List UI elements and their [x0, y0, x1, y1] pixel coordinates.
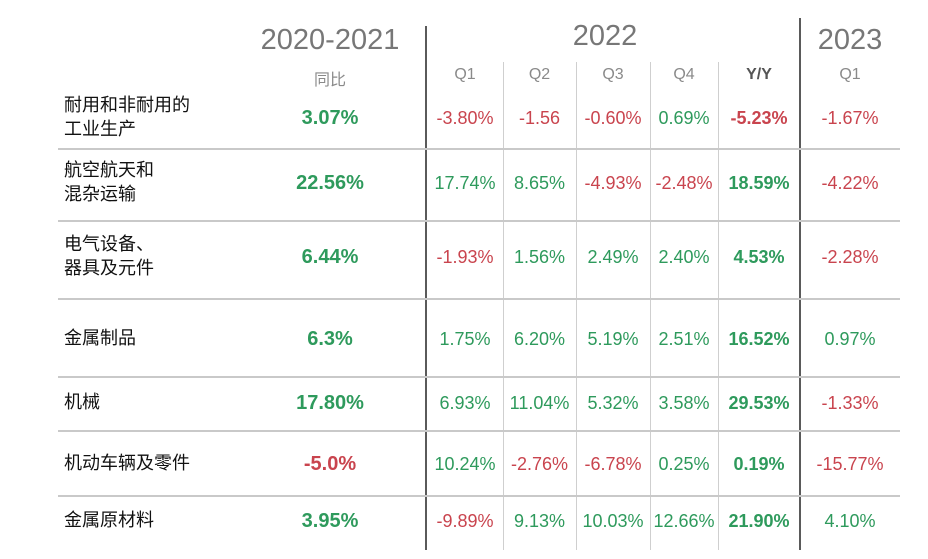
row-label-line1: 电气设备、 — [64, 234, 154, 255]
cell-yy: 0.19% — [733, 454, 785, 474]
row-divider — [58, 430, 900, 432]
cell-q2: 11.04% — [509, 393, 570, 413]
header-2023: 2023 — [817, 24, 883, 56]
cell-q3: 10.03% — [582, 511, 644, 531]
cell-q1: 10.24% — [434, 454, 496, 474]
cell-q3: -4.93% — [584, 173, 642, 193]
cell-yy: -5.23% — [730, 108, 788, 128]
header-q1-2023: Q1 — [839, 66, 861, 83]
cell-q1-2023: 0.97% — [824, 329, 876, 349]
cell-q1-2023: -1.67% — [821, 108, 879, 128]
cell-q2: 9.13% — [513, 511, 566, 531]
cell-q4: 2.40% — [658, 247, 710, 267]
divider-q4-yy — [718, 62, 719, 550]
cell-q4: 0.69% — [658, 108, 710, 128]
cell-q1-2023: -4.22% — [821, 173, 879, 193]
cell-q4: 12.66% — [653, 511, 715, 531]
cell-q3: 5.19% — [587, 329, 639, 349]
cell-q2: 6.20% — [513, 329, 566, 349]
cell-q1: -1.93% — [436, 247, 494, 267]
row-label-line1: 耐用和非耐用的 — [64, 95, 190, 116]
cell-q1-2023: 4.10% — [824, 511, 876, 531]
cell-q4: 0.25% — [658, 454, 710, 474]
row-label: 机动车辆及零件 — [64, 452, 254, 476]
row-divider — [58, 495, 900, 497]
cell-q4: 3.58% — [658, 393, 710, 413]
cell-q1: 17.74% — [434, 173, 496, 193]
row-label: 机械 — [64, 391, 254, 415]
row-label-line1: 金属原材料 — [64, 510, 154, 531]
divider-q1-q2 — [503, 62, 504, 550]
cell-yy: 29.53% — [728, 393, 790, 413]
row-label-line2: 工业生产 — [64, 119, 136, 140]
row-divider — [58, 148, 900, 150]
row-divider — [58, 298, 900, 300]
cell-q1: -9.89% — [436, 511, 494, 531]
cell-yy: 4.53% — [733, 247, 785, 267]
row-label: 耐用和非耐用的 工业生产 — [64, 94, 254, 142]
cell-q2: 1.56% — [513, 247, 566, 267]
row-label: 电气设备、器具及元件 — [64, 233, 254, 281]
cell-q2: 8.65% — [513, 173, 566, 193]
cell-q1-2023: -1.33% — [821, 393, 879, 413]
cell-q4: 2.51% — [658, 329, 710, 349]
header-q2: Q2 — [528, 66, 551, 83]
row-label: 航空航天和 混杂运输 — [64, 159, 254, 207]
cell-q2: -2.76% — [510, 454, 569, 474]
cell-yy: 18.59% — [728, 173, 790, 193]
cell-yoy-2020-2021: 6.3% — [307, 328, 353, 350]
cell-yy: 21.90% — [728, 511, 790, 531]
divider-2022-right — [799, 18, 801, 550]
row-label-line2: 器具及元件 — [64, 258, 154, 279]
header-yy: Y/Y — [746, 66, 772, 83]
header-yoy: 同比 — [313, 70, 346, 89]
divider-2022-left — [425, 26, 427, 550]
cell-q2: -1.56 — [518, 108, 561, 128]
cell-yoy-2020-2021: 3.95% — [301, 510, 359, 532]
cell-yoy-2020-2021: 17.80% — [296, 392, 364, 414]
divider-q2-q3 — [576, 62, 577, 550]
row-label: 金属制品 — [64, 327, 254, 351]
header-q1: Q1 — [454, 66, 476, 83]
cell-q1: -3.80% — [436, 108, 494, 128]
cell-yoy-2020-2021: -5.0% — [303, 453, 357, 475]
row-label-line1: 机械 — [64, 392, 100, 413]
row-divider — [58, 220, 900, 222]
cell-q3: -6.78% — [584, 454, 642, 474]
header-q4: Q4 — [673, 66, 695, 83]
cell-yy: 16.52% — [728, 329, 790, 349]
header-2022: 2022 — [572, 20, 638, 52]
cell-q1-2023: -2.28% — [821, 247, 879, 267]
cell-yoy-2020-2021: 22.56% — [296, 172, 364, 194]
cell-q3: 5.32% — [587, 393, 639, 413]
row-label-line1: 金属制品 — [64, 328, 136, 349]
cell-q3: -0.60% — [584, 108, 642, 128]
cell-q1: 1.75% — [439, 329, 491, 349]
cell-q4: -2.48% — [655, 173, 713, 193]
row-label-line1: 机动车辆及零件 — [64, 453, 190, 474]
cell-yoy-2020-2021: 6.44% — [301, 246, 359, 268]
row-divider — [58, 376, 900, 378]
row-label-line2: 混杂运输 — [64, 184, 136, 205]
header-q3: Q3 — [602, 66, 624, 83]
row-label-line1: 航空航天和 — [64, 160, 154, 181]
cell-q1: 6.93% — [439, 393, 491, 413]
cell-q1-2023: -15.77% — [816, 454, 884, 474]
cell-yoy-2020-2021: 3.07% — [301, 107, 359, 129]
row-label: 金属原材料 — [64, 509, 254, 533]
cell-q3: 2.49% — [587, 247, 639, 267]
header-2020-2021: 2020-2021 — [260, 24, 400, 56]
divider-q3-q4 — [650, 62, 651, 550]
